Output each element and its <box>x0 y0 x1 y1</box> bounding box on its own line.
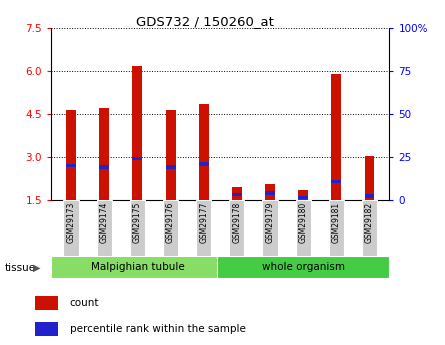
Bar <box>166 165 175 169</box>
Bar <box>51 256 223 278</box>
Bar <box>217 256 389 278</box>
Bar <box>66 164 76 167</box>
Bar <box>64 200 79 257</box>
Bar <box>199 104 209 200</box>
Text: GSM29173: GSM29173 <box>67 202 76 243</box>
Bar <box>295 200 311 257</box>
Text: GSM29180: GSM29180 <box>299 202 307 243</box>
Bar <box>196 200 211 257</box>
Bar <box>329 200 344 257</box>
Bar <box>364 156 374 200</box>
Bar <box>229 200 244 257</box>
Text: GSM29174: GSM29174 <box>100 202 109 243</box>
Bar <box>99 165 109 169</box>
Bar <box>362 200 377 257</box>
Bar <box>332 180 341 183</box>
Bar <box>166 110 175 200</box>
Text: GSM29175: GSM29175 <box>133 202 142 243</box>
Text: GSM29181: GSM29181 <box>332 202 341 243</box>
Bar <box>298 196 308 199</box>
Text: GDS732 / 150260_at: GDS732 / 150260_at <box>136 16 274 29</box>
Text: tissue: tissue <box>4 263 36 273</box>
Text: GSM29179: GSM29179 <box>266 202 275 243</box>
Text: count: count <box>70 298 99 308</box>
Bar <box>66 110 76 200</box>
Text: GSM29176: GSM29176 <box>166 202 175 243</box>
Text: GSM29178: GSM29178 <box>232 202 241 243</box>
Bar <box>133 157 142 160</box>
Bar <box>35 296 58 309</box>
Bar <box>263 200 278 257</box>
Bar <box>133 66 142 200</box>
Bar <box>232 187 242 200</box>
Text: percentile rank within the sample: percentile rank within the sample <box>70 324 246 334</box>
Bar <box>199 162 209 166</box>
Bar <box>130 200 145 257</box>
Bar <box>364 194 374 197</box>
Bar <box>298 190 308 200</box>
Text: ▶: ▶ <box>32 263 40 273</box>
Bar <box>163 200 178 257</box>
Text: whole organism: whole organism <box>262 262 345 272</box>
Text: GSM29182: GSM29182 <box>365 202 374 243</box>
Text: GSM29177: GSM29177 <box>199 202 208 243</box>
Bar <box>97 200 112 257</box>
Bar <box>232 193 242 196</box>
Bar <box>265 184 275 200</box>
Bar <box>99 108 109 200</box>
Bar <box>265 191 275 195</box>
Text: Malpighian tubule: Malpighian tubule <box>90 262 184 272</box>
Bar <box>35 322 58 336</box>
Bar <box>332 73 341 200</box>
